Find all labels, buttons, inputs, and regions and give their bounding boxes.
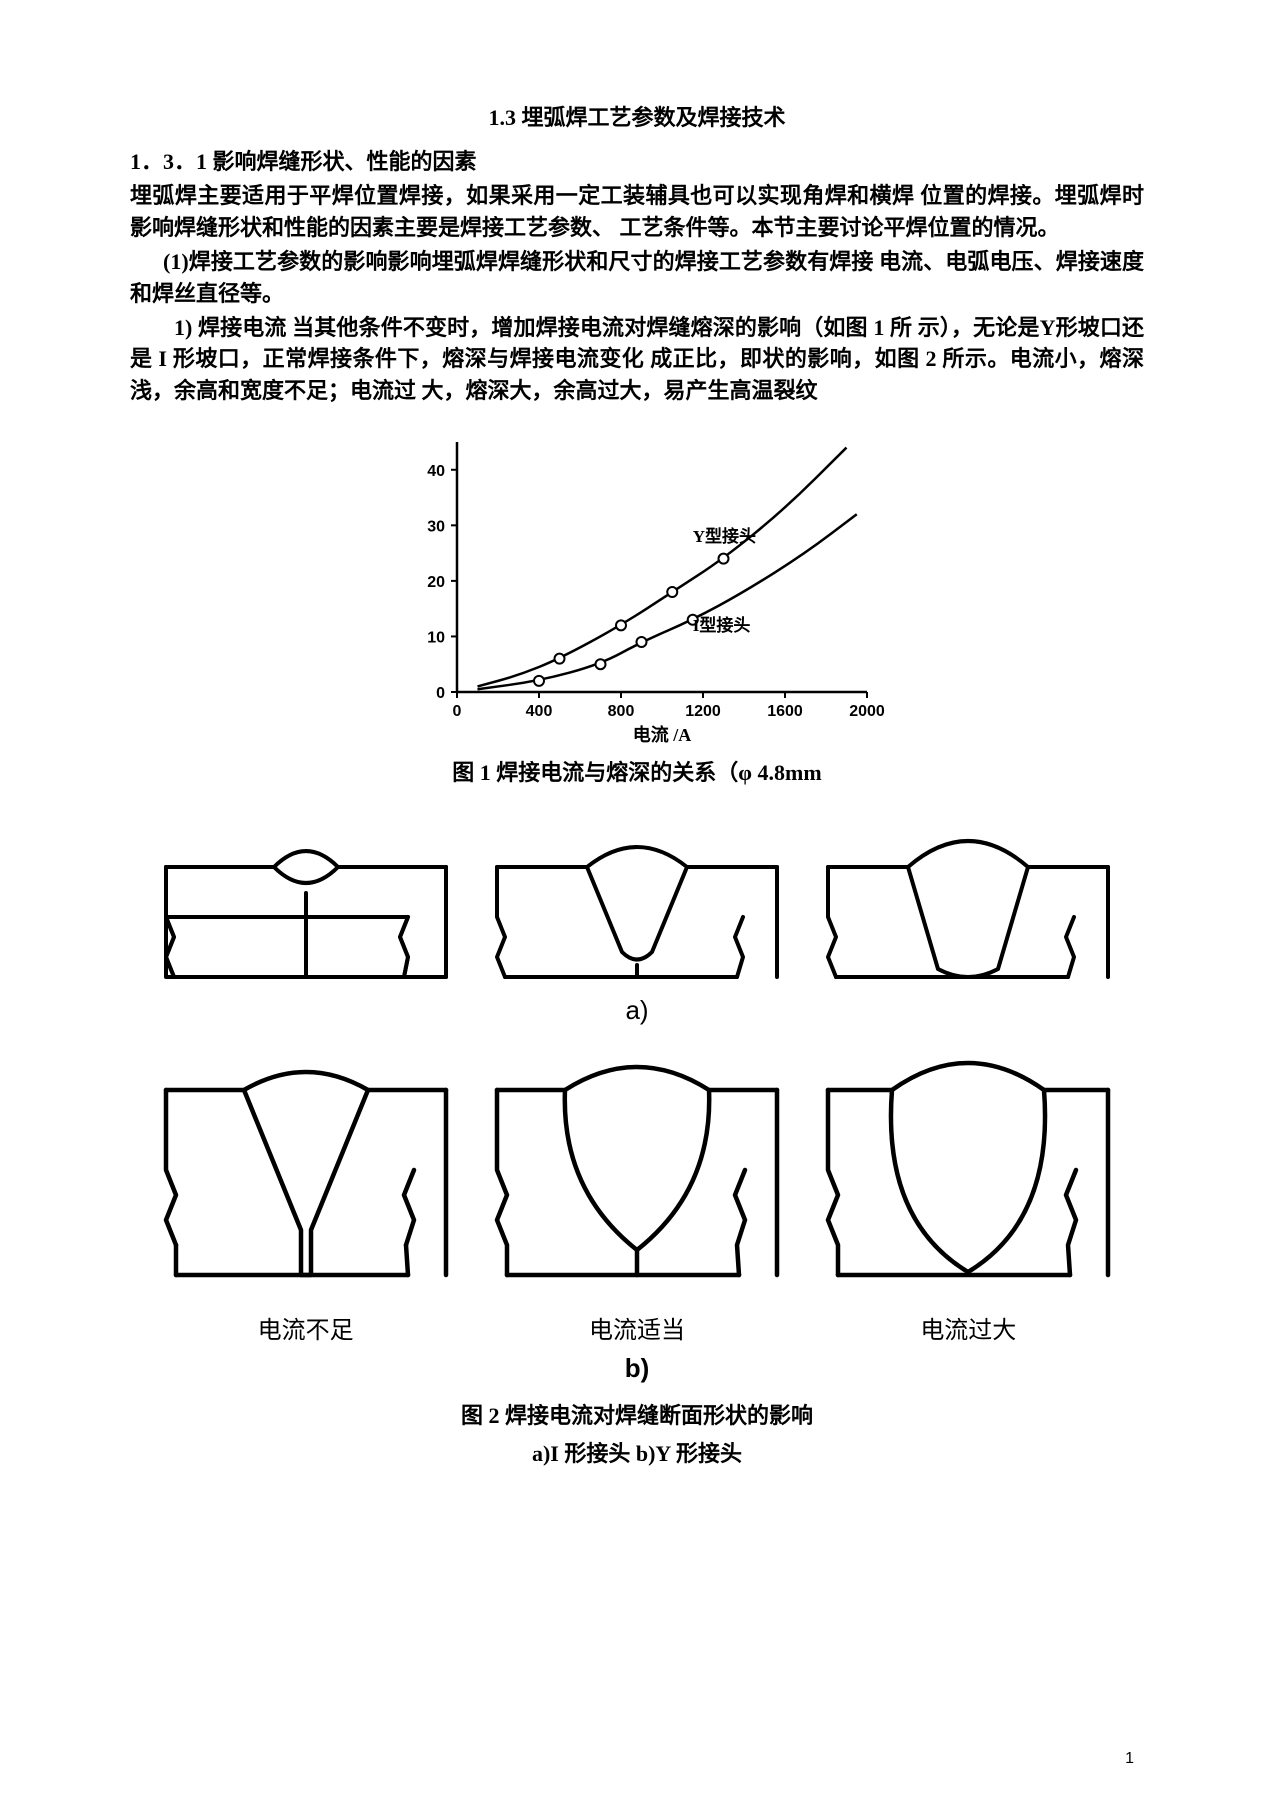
figure-2-row-b-label: b) (130, 1353, 1144, 1384)
svg-text:Y型接头: Y型接头 (693, 526, 756, 546)
weld-a-high (813, 807, 1124, 987)
svg-text:电流 /A: 电流 /A (633, 724, 692, 745)
svg-text:1600: 1600 (767, 703, 803, 720)
svg-text:0: 0 (436, 685, 445, 702)
svg-text:2000: 2000 (849, 703, 885, 720)
col-label-2: 电流适当 (481, 1310, 792, 1345)
svg-text:1200: 1200 (685, 703, 721, 720)
figure-1-chart: 0102030400400800120016002000电流 /AY型接头I型接… (130, 427, 1144, 747)
weld-a-low (150, 807, 461, 987)
paragraph-2: (1)焊接工艺参数的影响影响埋弧焊焊缝形状和尺寸的焊接工艺参数有焊接 电流、电弧… (130, 246, 1144, 310)
paragraph-1: 埋弧焊主要适用于平焊位置焊接，如果采用一定工装辅具也可以实现角焊和横焊 位置的焊… (130, 180, 1144, 244)
svg-text:800: 800 (608, 703, 635, 720)
svg-text:30: 30 (427, 519, 445, 536)
svg-text:I型接头: I型接头 (693, 615, 751, 635)
section-heading: 1．3．1 影响焊缝形状、性能的因素 (130, 144, 1144, 176)
figure-2-caption: 图 2 焊接电流对焊缝断面形状的影响 (130, 1398, 1144, 1430)
weld-b-ok: 电流适当 (481, 1040, 792, 1345)
doc-title: 1.3 埋弧焊工艺参数及焊接技术 (130, 100, 1144, 132)
svg-text:0: 0 (453, 703, 462, 720)
paragraph-3: 1) 焊接电流 当其他条件不变时，增加焊接电流对焊缝熔深的影响（如图 1 所 示… (130, 312, 1144, 408)
weld-b-high: 电流过大 (813, 1040, 1124, 1345)
figure-2-row-b: 电流不足 电流适当 (150, 1040, 1124, 1345)
weld-a-ok (481, 807, 792, 987)
col-label-3: 电流过大 (813, 1310, 1124, 1345)
figure-2-subcaption: a)I 形接头 b)Y 形接头 (130, 1436, 1144, 1468)
figure-1-caption: 图 1 焊接电流与熔深的关系（φ 4.8mm (130, 755, 1144, 787)
svg-text:10: 10 (427, 630, 445, 647)
figure-2-row-a (150, 807, 1124, 987)
figure-2-row-a-label: a) (130, 995, 1144, 1026)
col-label-1: 电流不足 (150, 1310, 461, 1345)
page-number: 1 (1125, 1750, 1134, 1768)
svg-text:40: 40 (427, 463, 445, 480)
weld-b-low: 电流不足 (150, 1040, 461, 1345)
svg-text:400: 400 (526, 703, 553, 720)
svg-text:20: 20 (427, 574, 445, 591)
